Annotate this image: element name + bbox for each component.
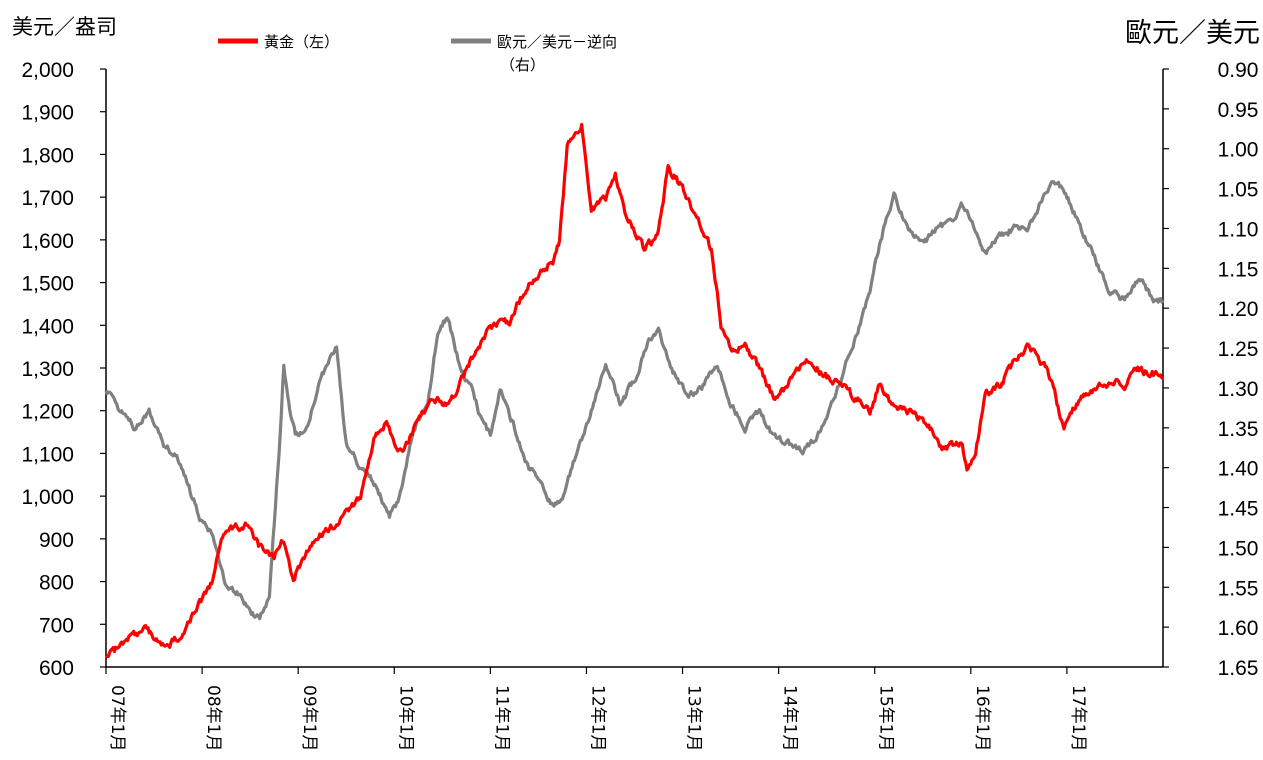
right-axis-tick-label: 1.65 [1218, 657, 1259, 680]
legend-label-gold: 黃金（左） [264, 33, 339, 51]
left-axis-tick-label: 1,000 [21, 486, 74, 509]
x-axis-tick-label: 13年1月 [684, 685, 704, 751]
series-layer [104, 122, 1165, 659]
left-axis-tick-label: 1,200 [21, 401, 74, 424]
left-axis-tick-label: 700 [39, 614, 74, 637]
left-axis-tick-label: 1,400 [21, 315, 74, 338]
left-axis-tick-label: 1,300 [21, 358, 74, 381]
x-axis-ticks: 07年1月 08年1月 09年1月 10年1月 11年1月 12年1月 13年1月 14年1月… [105, 667, 1088, 751]
left-axis-ticks: 600 700 800 900 1,000 1,100 1,200 1,300 1,400 1,5… [21, 59, 106, 680]
right-axis-tick-label: 1.30 [1218, 378, 1259, 401]
left-axis-tick-label: 2,000 [21, 59, 74, 82]
x-axis-tick-label: 10年1月 [395, 685, 415, 751]
x-axis-tick-label: 12年1月 [587, 685, 607, 751]
right-axis-tick-label: 1.55 [1218, 577, 1259, 600]
legend-label-eurusd: 歐元／美元－逆向 [497, 33, 617, 51]
left-axis-tick-label: 1,800 [21, 144, 74, 167]
right-axis-tick-label: 1.25 [1218, 338, 1259, 361]
right-axis-tick-label: 1.05 [1218, 179, 1259, 202]
right-axis-tick-label: 1.20 [1218, 298, 1259, 321]
legend: 黃金（左） 歐元／美元－逆向 （右） [218, 33, 617, 74]
x-axis-tick-label: 11年1月 [491, 685, 511, 751]
right-axis-tick-label: 1.60 [1218, 617, 1259, 640]
x-axis-tick-label: 15年1月 [876, 685, 896, 751]
left-axis-tick-label: 800 [39, 572, 74, 595]
right-axis-tick-label: 1.10 [1218, 218, 1259, 241]
x-axis-tick-label: 17年1月 [1068, 685, 1088, 751]
right-axis-tick-label: 0.95 [1218, 99, 1259, 122]
right-axis-tick-label: 1.35 [1218, 418, 1259, 441]
left-axis-tick-label: 1,900 [21, 102, 74, 125]
x-axis-tick-label: 08年1月 [203, 685, 223, 751]
x-axis-tick-label: 07年1月 [107, 685, 127, 751]
right-axis-unit: 歐元／美元 [1125, 18, 1260, 49]
left-axis-tick-label: 1,100 [21, 443, 74, 466]
right-axis-tick-label: 1.45 [1218, 498, 1259, 521]
left-axis-tick-label: 600 [39, 657, 74, 680]
right-axis-tick-label: 1.15 [1218, 258, 1259, 281]
right-axis-tick-label: 1.00 [1218, 139, 1259, 162]
right-axis-tick-label: 0.90 [1218, 59, 1259, 82]
right-axis-ticks: 0.90 0.95 1.00 1.05 1.10 1.15 1.20 1.25 1.30 1.35… [1163, 59, 1258, 680]
x-axis-tick-label: 14年1月 [780, 685, 800, 751]
x-axis-tick-label: 16年1月 [972, 685, 992, 751]
gold-price-line [105, 122, 1165, 659]
right-axis-tick-label: 1.50 [1218, 537, 1259, 560]
left-axis-tick-label: 1,500 [21, 273, 74, 296]
eurusd-inverted-line [104, 179, 1165, 621]
left-axis-tick-label: 1,600 [21, 230, 74, 253]
left-axis-tick-label: 900 [39, 529, 74, 552]
left-axis-unit: 美元／盎司 [12, 15, 117, 39]
x-axis-tick-label: 09年1月 [299, 685, 319, 751]
legend-label-eurusd-line2: （右） [500, 56, 545, 74]
right-axis-tick-label: 1.40 [1218, 458, 1259, 481]
left-axis-tick-label: 1,700 [21, 187, 74, 210]
